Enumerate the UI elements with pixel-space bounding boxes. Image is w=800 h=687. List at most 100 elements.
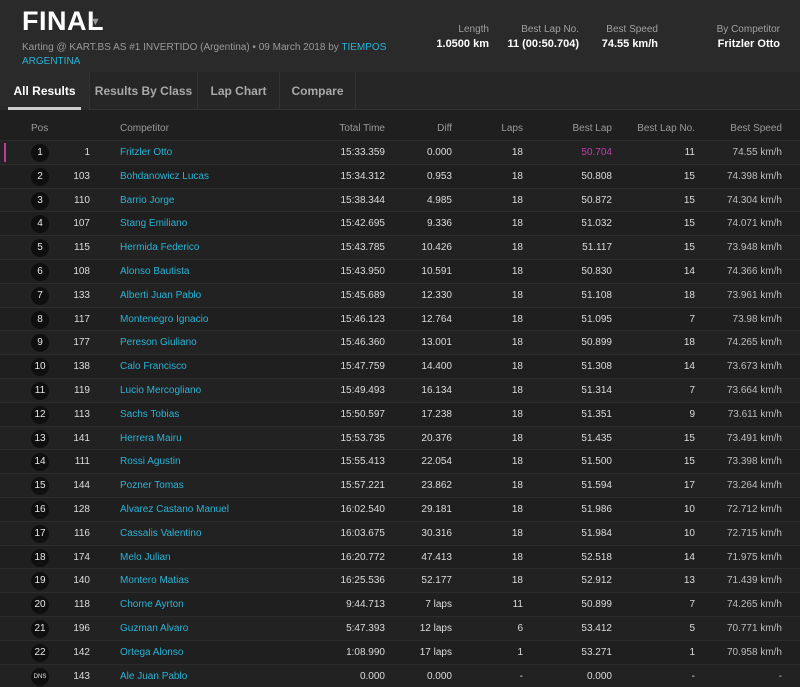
best-lap: 51.351	[581, 408, 612, 420]
table-row[interactable]: 14 111 Rossi Agustin 15:55.413 22.054 18 51.50…	[0, 449, 800, 473]
table-row[interactable]: 3 110 Barrio Jorge 15:38.344 4.985 18 50.872 15…	[0, 187, 800, 212]
stat-best-speed-value: 74.55 km/h	[601, 38, 658, 50]
stat-by-competitor-value: Fritzler Otto	[717, 38, 780, 50]
diff: 0.953	[426, 170, 452, 182]
position-badge: 8	[31, 310, 49, 329]
position-badge: 17	[31, 524, 49, 543]
table-row[interactable]: 13 141 Herrera Mairu 15:53.735 20.376 18 51.43…	[0, 425, 800, 450]
position-badge: 10	[31, 358, 49, 377]
best-lap: 50.899	[581, 599, 612, 611]
table-row[interactable]: 5 115 Hermida Federico 15:43.785 10.426 18 51.…	[0, 235, 800, 259]
competitor-name-link[interactable]: Fritzler Otto	[120, 147, 173, 158]
table-row[interactable]: 8 117 Montenegro Ignacio 15:46.123 12.764 18 5…	[0, 306, 800, 331]
laps: 18	[511, 432, 523, 444]
table-row[interactable]: 6 108 Alonso Bautista 15:43.950 10.591 18 50.8…	[0, 258, 800, 283]
table-row[interactable]: 17 116 Cassalis Valentino 16:03.675 30.316 18…	[0, 520, 800, 545]
table-row[interactable]: 4 107 Stang Emiliano 15:42.695 9.336 18 51.032…	[0, 211, 800, 235]
competitor-name-link[interactable]: Montero Matias	[120, 575, 189, 587]
kart-number: 138	[73, 361, 90, 373]
header-best-lap[interactable]: Best Lap	[572, 123, 612, 134]
competitor-name-link[interactable]: Guzman Alvaro	[120, 622, 189, 634]
competitor-name-link[interactable]: Barrio Jorge	[120, 194, 175, 206]
total-time: 15:57.221	[340, 480, 386, 492]
competitor-name-link[interactable]: Ale Juan Pablo	[120, 670, 188, 682]
diff: 4.985	[426, 194, 452, 206]
kart-number: 144	[73, 480, 90, 492]
best-speed: 74.265 km/h	[726, 599, 782, 611]
best-lap: 51.095	[581, 313, 612, 325]
total-time: 0.000	[359, 670, 385, 682]
diff: 13.001	[421, 337, 452, 349]
competitor-name-link[interactable]: Bohdanowicz Lucas	[120, 170, 209, 182]
competitor-name-link[interactable]: Calo Francisco	[120, 361, 187, 373]
competitor-name-link[interactable]: Alonso Bautista	[120, 265, 190, 277]
header-diff[interactable]: Diff	[437, 123, 452, 134]
competitor-name-link[interactable]: Alvarez Castano Manuel	[120, 503, 229, 515]
kart-number: 116	[74, 527, 90, 539]
table-row[interactable]: 7 133 Alberti Juan Pablo 15:45.689 12.330 18 5…	[0, 282, 800, 307]
position-badge: 11	[31, 381, 49, 400]
table-row[interactable]: 22 142 Ortega Alonso 1:08.990 17 laps 1 53.271…	[0, 639, 800, 664]
header-best-lap-no[interactable]: Best Lap No.	[637, 123, 695, 134]
header-total-time[interactable]: Total Time	[339, 123, 385, 134]
position-badge: 1	[31, 144, 49, 162]
header-competitor[interactable]: Competitor	[120, 123, 169, 134]
competitor-name-link[interactable]: Cassalis Valentino	[120, 527, 202, 539]
chevron-down-icon[interactable]: ▼	[90, 16, 101, 28]
tab-compare[interactable]: Compare	[280, 72, 356, 110]
laps: 18	[511, 527, 523, 539]
table-row[interactable]: 1 1 Fritzler Otto 15:33.359 0.000 18 50.704 11 7…	[0, 140, 800, 164]
competitor-name-link[interactable]: Montenegro Ignacio	[120, 313, 209, 325]
table-row[interactable]: 21 196 Guzman Alvaro 5:47.393 12 laps 6 53.412…	[0, 615, 800, 640]
competitor-name-link[interactable]: Herrera Mairu	[120, 432, 182, 444]
header-best-speed[interactable]: Best Speed	[730, 123, 782, 134]
best-speed: 72.715 km/h	[726, 527, 782, 539]
competitor-name-link[interactable]: Sachs Tobias	[120, 408, 180, 420]
table-row[interactable]: 10 138 Calo Francisco 15:47.759 14.400 18 51.3…	[0, 354, 800, 378]
table-row[interactable]: 19 140 Montero Matias 16:25.536 52.177 18 52.9…	[0, 568, 800, 593]
tab-lap-chart[interactable]: Lap Chart	[198, 72, 280, 110]
tab-all-results[interactable]: All Results	[0, 72, 90, 110]
best-lap: 50.808	[581, 170, 612, 182]
kart-number: 133	[73, 289, 90, 301]
competitor-name-link[interactable]: Pozner Tomas	[120, 480, 184, 492]
table-row[interactable]: DNS 143 Ale Juan Pablo 0.000 0.000 - 0.000 - -	[0, 663, 800, 687]
tab-results-by-class[interactable]: Results By Class	[90, 72, 198, 110]
best-lap-no: 11	[684, 147, 695, 158]
best-lap-no: 13	[683, 575, 695, 587]
competitor-name-link[interactable]: Hermida Federico	[120, 242, 200, 254]
best-speed: 74.071 km/h	[726, 218, 782, 230]
competitor-name-link[interactable]: Stang Emiliano	[120, 218, 188, 230]
total-time: 15:43.785	[340, 242, 386, 254]
table-row[interactable]: 9 177 Pereson Giuliano 15:46.360 13.001 18 50.…	[0, 330, 800, 355]
position-badge: 19	[31, 572, 49, 591]
header-pos[interactable]: Pos	[31, 123, 49, 134]
laps: 18	[511, 503, 523, 515]
best-lap: 0.000	[586, 670, 612, 682]
table-row[interactable]: 2 103 Bohdanowicz Lucas 15:34.312 0.953 18 50.…	[0, 163, 800, 188]
competitor-name-link[interactable]: Ortega Alonso	[120, 646, 184, 658]
table-row[interactable]: 15 144 Pozner Tomas 15:57.221 23.862 18 51.594…	[0, 473, 800, 497]
competitor-name-link[interactable]: Pereson Giuliano	[120, 337, 197, 349]
position-badge: 15	[31, 477, 49, 496]
competitor-name-link[interactable]: Chorne Ayrton	[120, 599, 184, 611]
competitor-name-link[interactable]: Melo Julian	[120, 551, 171, 563]
best-lap-no: 1	[689, 646, 695, 658]
competitor-name-link[interactable]: Alberti Juan Pablo	[120, 289, 202, 301]
laps: 18	[511, 265, 523, 277]
kart-number: 111	[74, 456, 90, 468]
diff: 17.238	[421, 408, 452, 420]
table-row[interactable]: 16 128 Alvarez Castano Manuel 16:02.540 29.1…	[0, 496, 800, 521]
competitor-name-link[interactable]: Rossi Agustin	[120, 456, 181, 468]
position-badge: 21	[31, 619, 49, 638]
table-row[interactable]: 18 174 Melo Julian 16:20.772 47.413 18 52.518 1…	[0, 544, 800, 569]
stat-best-lap-no: Best Lap No. 11 (00:50.704)	[507, 24, 579, 50]
table-row[interactable]: 11 119 Lucio Mercogliano 15:49.493 16.134 18 5…	[0, 377, 800, 402]
competitor-name-link[interactable]: Lucio Mercogliano	[120, 384, 202, 396]
best-lap: 50.899	[581, 337, 612, 349]
table-row[interactable]: 20 118 Chorne Ayrton 9:44.713 7 laps 11 50.899…	[0, 592, 800, 616]
timing-provider-link[interactable]: TIEMPOS ARGENTINA	[22, 42, 387, 67]
best-lap: 52.518	[581, 551, 612, 563]
table-row[interactable]: 12 113 Sachs Tobias 15:50.597 17.238 18 51.351…	[0, 401, 800, 426]
header-laps[interactable]: Laps	[501, 123, 523, 134]
